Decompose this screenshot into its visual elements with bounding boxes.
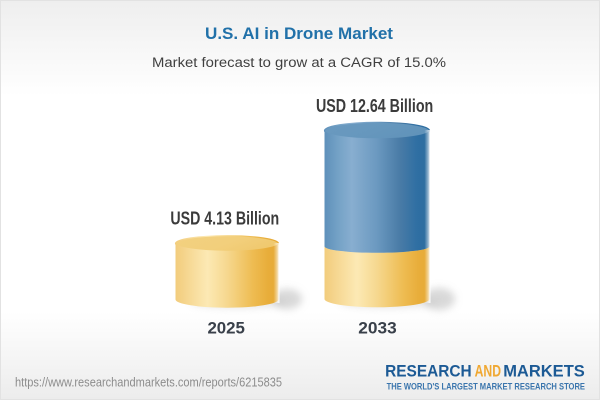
svg-text:RESEARCH: RESEARCH	[385, 363, 472, 381]
svg-text:AND: AND	[475, 363, 501, 381]
svg-text:Market forecast to grow at a C: Market forecast to grow at a CAGR of 15.…	[152, 55, 446, 71]
svg-text:2025: 2025	[207, 318, 245, 337]
svg-text:https://www.researchandmarkets: https://www.researchandmarkets.com/repor…	[15, 375, 282, 390]
svg-text:USD 12.64 Billion: USD 12.64 Billion	[316, 96, 433, 116]
svg-text:USD 4.13 Billion: USD 4.13 Billion	[170, 209, 279, 229]
svg-text:2033: 2033	[358, 318, 396, 337]
svg-text:U.S. AI in Drone Market: U.S. AI in Drone Market	[205, 24, 393, 43]
svg-text:THE WORLD'S LARGEST MARKET RES: THE WORLD'S LARGEST MARKET RESEARCH STOR…	[387, 382, 585, 392]
svg-text:MARKETS: MARKETS	[503, 363, 585, 381]
